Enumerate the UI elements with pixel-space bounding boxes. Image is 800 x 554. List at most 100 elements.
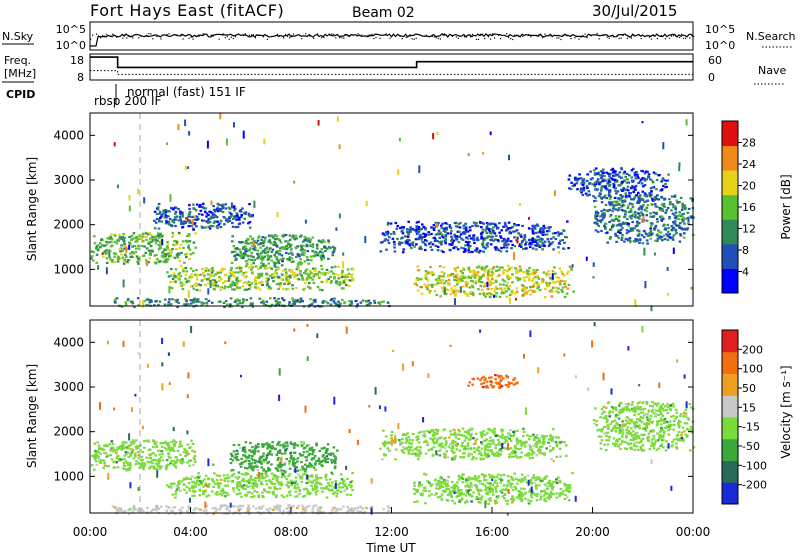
range-time-cell xyxy=(486,276,490,279)
nsearch-point xyxy=(455,36,457,38)
frequency-panel-frame xyxy=(89,53,694,81)
range-time-cell xyxy=(557,246,560,249)
range-time-cell xyxy=(309,269,312,273)
range-time-cell xyxy=(205,220,209,223)
range-time-cell xyxy=(198,212,201,216)
range-time-cell xyxy=(210,271,214,274)
range-time-cell xyxy=(386,230,390,233)
range-time-cell xyxy=(579,190,583,193)
range-time-cell xyxy=(285,494,289,497)
range-time-cell xyxy=(230,454,234,457)
range-time-cell xyxy=(262,265,265,268)
range-time-cell xyxy=(462,276,465,279)
range-time-cell xyxy=(149,456,152,460)
range-time-cell xyxy=(176,254,179,257)
range-time-cell xyxy=(142,299,144,308)
range-time-cell xyxy=(260,472,264,475)
range-time-cell xyxy=(232,450,236,453)
range-time-cell xyxy=(259,242,263,245)
range-time-cell xyxy=(678,166,681,172)
range-time-cell xyxy=(628,210,632,213)
range-time-cell xyxy=(421,492,424,495)
range-time-cell xyxy=(681,218,684,221)
range-time-cell xyxy=(184,119,187,127)
range-time-cell xyxy=(535,248,538,251)
range-time-cell xyxy=(278,451,282,454)
range-time-cell xyxy=(102,255,105,258)
range-time-cell xyxy=(396,224,400,228)
y-tick-label: 2000 xyxy=(53,218,84,232)
range-time-cell xyxy=(276,476,280,479)
range-time-cell xyxy=(415,221,419,224)
range-time-cell xyxy=(227,279,231,282)
nsearch-point xyxy=(680,33,683,35)
range-time-cell xyxy=(542,477,546,480)
range-time-cell xyxy=(255,241,258,244)
range-time-cell xyxy=(643,184,647,187)
range-time-cell xyxy=(275,453,279,456)
range-time-cell xyxy=(468,286,472,289)
range-time-cell xyxy=(632,167,635,170)
range-time-cell xyxy=(667,234,670,237)
range-time-cell xyxy=(639,238,642,242)
range-time-cell xyxy=(281,297,284,300)
range-time-cell xyxy=(296,444,300,447)
range-time-cell xyxy=(438,241,441,244)
range-time-cell xyxy=(440,493,444,496)
range-time-cell xyxy=(253,278,257,281)
range-time-cell xyxy=(106,454,110,457)
range-time-cell xyxy=(330,458,333,461)
range-time-cell xyxy=(234,271,237,274)
range-time-cell xyxy=(550,295,554,298)
nsearch-point xyxy=(285,33,287,36)
range-time-cell xyxy=(497,274,501,277)
range-time-cell xyxy=(253,241,255,247)
range-time-cell xyxy=(543,244,546,248)
range-time-cell xyxy=(325,486,328,490)
range-time-cell xyxy=(668,216,671,219)
range-time-cell xyxy=(135,255,139,258)
range-time-cell xyxy=(485,227,488,230)
range-time-cell xyxy=(216,483,220,486)
nsearch-point xyxy=(618,37,620,39)
range-time-cell xyxy=(161,453,164,456)
range-time-cell xyxy=(179,489,182,492)
range-time-cell xyxy=(272,261,276,264)
range-time-cell xyxy=(624,221,627,225)
range-time-cell xyxy=(443,272,446,275)
range-time-cell xyxy=(350,480,354,483)
range-time-cell xyxy=(327,453,331,456)
range-time-cell xyxy=(189,446,192,449)
range-time-cell xyxy=(480,221,484,224)
range-time-cell xyxy=(531,279,534,282)
range-time-cell xyxy=(477,288,480,291)
range-time-cell xyxy=(539,237,543,240)
range-time-cell xyxy=(233,288,236,291)
range-time-cell xyxy=(262,469,265,472)
range-time-cell xyxy=(610,201,613,204)
range-time-cell xyxy=(622,222,626,225)
range-time-cell xyxy=(123,236,126,239)
range-time-cell xyxy=(184,253,187,256)
range-time-cell xyxy=(470,477,473,480)
range-time-cell xyxy=(302,488,306,491)
range-time-cell xyxy=(627,204,630,207)
range-time-cell xyxy=(349,481,352,484)
range-time-cell xyxy=(292,260,295,263)
range-time-cell xyxy=(302,451,306,454)
range-time-cell xyxy=(168,298,171,301)
range-time-cell xyxy=(503,269,506,272)
range-time-cell xyxy=(365,200,368,207)
range-time-cell xyxy=(522,287,525,290)
range-time-cell xyxy=(465,285,469,288)
range-time-cell xyxy=(567,270,570,273)
range-time-cell xyxy=(482,246,485,249)
range-time-cell xyxy=(232,490,236,493)
range-time-cell xyxy=(236,225,240,228)
range-time-cell xyxy=(470,494,474,497)
range-time-cell xyxy=(193,207,196,210)
range-time-cell xyxy=(202,219,206,222)
nsearch-point xyxy=(274,35,277,37)
range-time-cell xyxy=(300,274,303,277)
